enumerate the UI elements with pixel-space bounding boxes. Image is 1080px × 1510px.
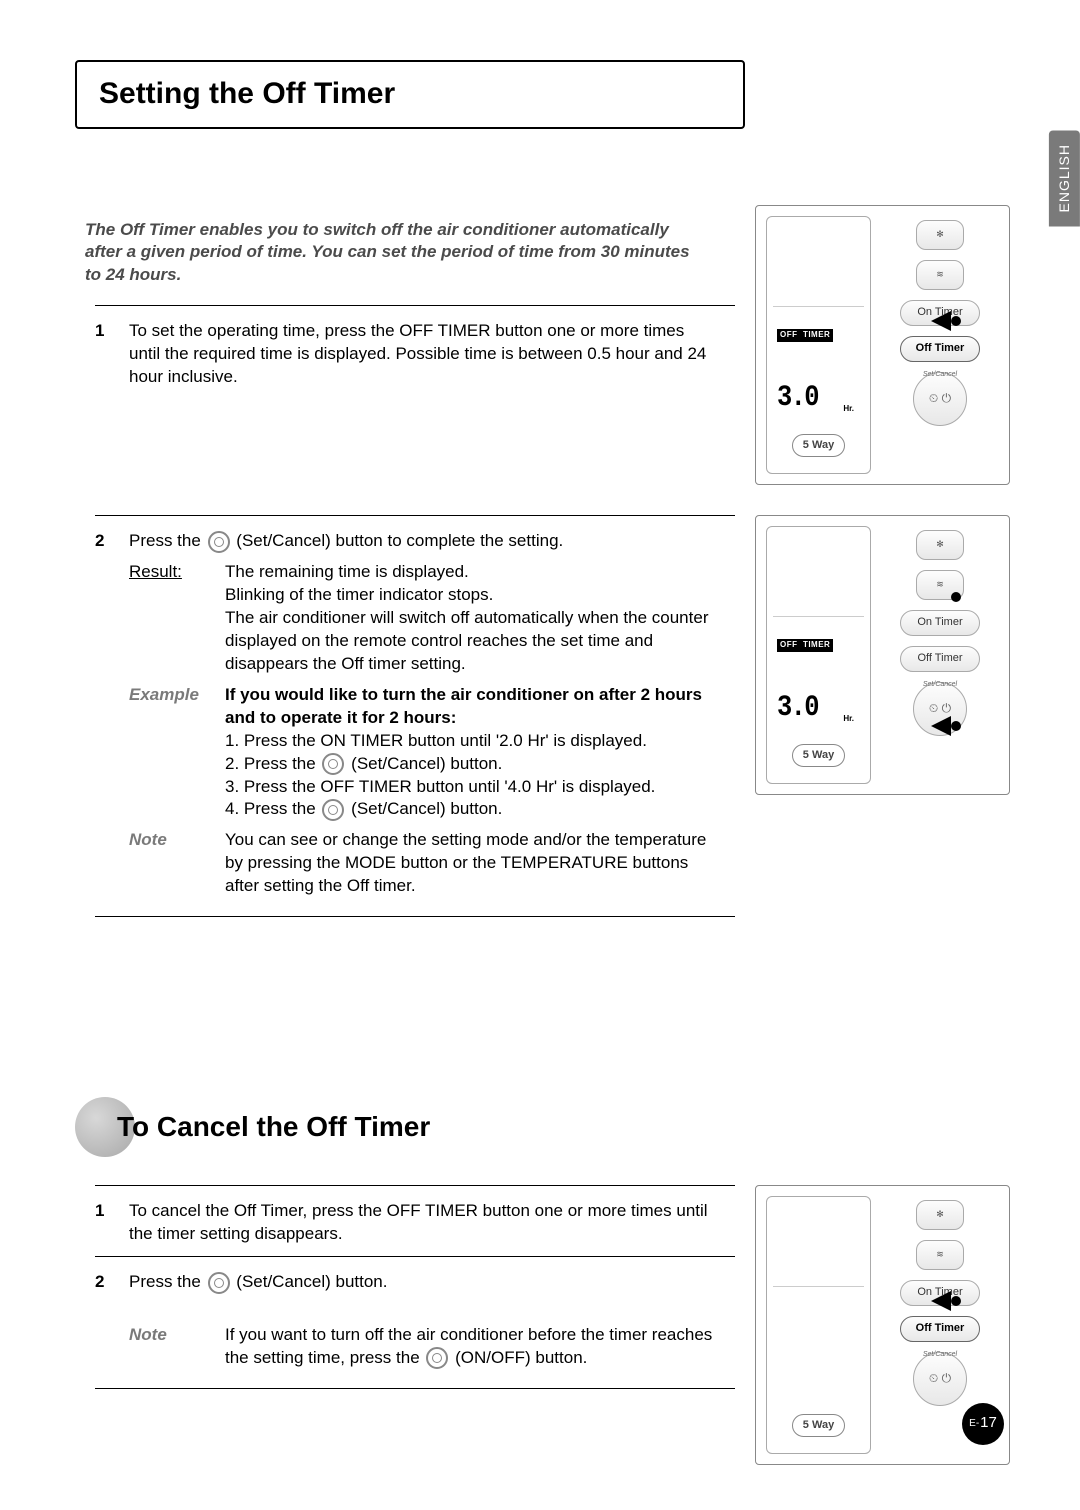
note-label: Note	[129, 1324, 209, 1370]
cancel-note-suffix: (ON/OFF) button.	[455, 1348, 587, 1367]
pointer-dot-icon	[951, 1296, 961, 1306]
step-number: 2	[95, 1271, 115, 1378]
divider	[95, 305, 735, 306]
off-timer-button: Off Timer	[900, 336, 980, 362]
set-cancel-icon	[322, 799, 344, 821]
cancel-step2-suffix: (Set/Cancel) button.	[236, 1272, 387, 1291]
example-line: 3. Press the OFF TIMER button until '4.0…	[225, 776, 715, 799]
fiveway-button: 5 Way	[792, 744, 845, 767]
off-timer-button: Off Timer	[900, 646, 980, 672]
lcd-timer-tag: OFF TIMER	[777, 329, 833, 342]
pointer-arrow-icon	[931, 311, 951, 331]
step-number: 2	[95, 530, 115, 906]
cancel-heading: To Cancel the Off Timer	[75, 1097, 715, 1157]
example-line: (Set/Cancel) button.	[351, 754, 502, 773]
set-cancel-button: ⏲ ⏻	[913, 1352, 967, 1406]
step-2: 2 Press the (Set/Cancel) button to compl…	[75, 530, 715, 906]
on-off-icon	[426, 1347, 448, 1369]
step2-prefix: Press the	[129, 531, 206, 550]
result-text: The remaining time is displayed. Blinkin…	[225, 561, 715, 676]
set-cancel-icon	[208, 531, 230, 553]
remote-lcd: OFF TIMER 3.0 Hr. 5 Way	[766, 526, 871, 784]
step-text: To cancel the Off Timer, press the OFF T…	[129, 1200, 715, 1246]
page-title: Setting the Off Timer	[99, 74, 721, 115]
cancel-step-2: 2 Press the (Set/Cancel) button. Note If…	[75, 1271, 715, 1378]
divider	[95, 1185, 735, 1186]
step-text: To set the operating time, press the OFF…	[129, 320, 715, 389]
title-box: Setting the Off Timer	[75, 60, 745, 129]
lcd-hr: Hr.	[843, 714, 854, 725]
on-timer-button: On Timer	[900, 610, 980, 636]
step-number: 1	[95, 320, 115, 389]
lcd-digits: 3.0	[777, 688, 818, 729]
lcd-digits: 3.0	[777, 378, 818, 419]
set-cancel-icon	[208, 1272, 230, 1294]
fiveway-button: 5 Way	[792, 1414, 845, 1437]
body-left-column: The Off Timer enables you to switch off …	[75, 219, 715, 1465]
mode-icon-button: ✻	[916, 530, 964, 560]
step-number: 1	[95, 1200, 115, 1246]
cancel-step2-prefix: Press the	[129, 1272, 206, 1291]
fiveway-button: 5 Way	[792, 434, 845, 457]
divider	[95, 916, 735, 917]
divider	[95, 515, 735, 516]
example-intro: If you would like to turn the air condit…	[225, 684, 715, 730]
example-line: (Set/Cancel) button.	[351, 799, 502, 818]
lcd-hr: Hr.	[843, 404, 854, 415]
off-timer-button: Off Timer	[900, 1316, 980, 1342]
divider	[95, 1388, 735, 1389]
step-1: 1 To set the operating time, press the O…	[75, 320, 715, 389]
note-text: You can see or change the setting mode a…	[225, 829, 715, 898]
example-line: 4. Press the	[225, 799, 320, 818]
pointer-arrow-icon	[931, 716, 951, 736]
mode-icon-button: ✻	[916, 1200, 964, 1230]
fan-icon-button: ≋	[916, 260, 964, 290]
example-line: 2. Press the	[225, 754, 320, 773]
page-prefix: E-	[969, 1417, 979, 1431]
page-number: 17	[980, 1413, 997, 1433]
lcd-timer-tag: OFF TIMER	[777, 639, 833, 652]
note-label: Note	[129, 829, 209, 898]
language-tab: ENGLISH	[1049, 130, 1080, 226]
cancel-step-1: 1 To cancel the Off Timer, press the OFF…	[75, 1200, 715, 1246]
fan-icon-button: ≋	[916, 1240, 964, 1270]
pointer-dot-icon	[951, 592, 961, 602]
result-label: Result:	[129, 561, 209, 676]
page-number-badge: E- 17	[962, 1403, 1004, 1445]
step2-suffix: (Set/Cancel) button to complete the sett…	[236, 531, 563, 550]
cancel-title: To Cancel the Off Timer	[117, 1108, 430, 1146]
pointer-dot-icon	[951, 316, 961, 326]
mode-icon-button: ✻	[916, 220, 964, 250]
divider	[95, 1256, 735, 1257]
remote-diagram-1: OFF TIMER 3.0 Hr. 5 Way ✻ ≋ On Timer Off…	[755, 205, 1010, 485]
remote-lcd: OFF TIMER 3.0 Hr. 5 Way	[766, 216, 871, 474]
intro-text: The Off Timer enables you to switch off …	[75, 219, 705, 288]
remote-diagram-2: OFF TIMER 3.0 Hr. 5 Way ✻ ≋ On Timer Off…	[755, 515, 1010, 795]
example-line: 1. Press the ON TIMER button until '2.0 …	[225, 730, 715, 753]
body-right-column: OFF TIMER 3.0 Hr. 5 Way ✻ ≋ On Timer Off…	[755, 205, 1010, 1465]
set-cancel-icon	[322, 753, 344, 775]
pointer-arrow-icon	[931, 1291, 951, 1311]
pointer-dot-icon	[951, 721, 961, 731]
remote-lcd: 5 Way	[766, 1196, 871, 1454]
set-cancel-button: ⏲ ⏻	[913, 372, 967, 426]
example-label: Example	[129, 684, 209, 822]
